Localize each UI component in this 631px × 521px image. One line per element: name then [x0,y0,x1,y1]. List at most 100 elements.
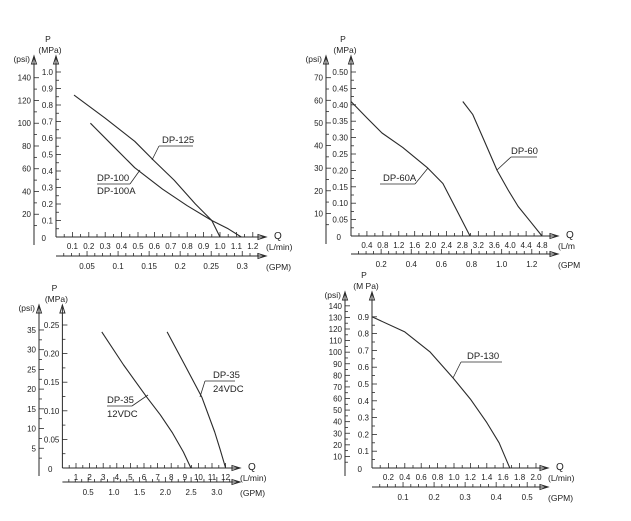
series-label: DP-125 [162,135,194,146]
mpa-tick-label: 0.5 [358,380,370,389]
mpa-tick-label: 0.05 [332,216,348,225]
lmin-tick-label: 1.2 [393,241,405,250]
lmin-tick-label: 4.8 [536,241,548,250]
lmin-tick-label: 0.6 [149,242,161,251]
mpa-tick-label: 0.15 [44,378,60,387]
series-label: DP-60 [511,146,538,157]
mpa-unit-label: (MPa) [38,45,61,55]
psi-tick-label: 120 [18,96,32,105]
mpa-unit-label: (MPa) [333,45,356,55]
lmin-tick-label: 3.2 [473,241,485,250]
mpa-tick-label: 0.7 [358,346,370,355]
lmin-tick-label: 2.4 [441,241,453,250]
lmin-unit-label: (L/min) [548,473,575,483]
gpm-tick-label: 0.6 [436,260,448,269]
psi-tick-label: 30 [333,429,342,438]
mpa-tick-label: 0.40 [332,101,348,110]
psi-tick-label: 40 [333,418,342,427]
gpm-tick-label: 2.5 [186,488,198,497]
mpa-tick-label: 0.2 [42,200,54,209]
psi-axis-arrow [30,54,38,65]
label-leader-line [414,167,429,185]
psi-tick-label: 60 [314,96,323,105]
gpm-tick-label: 0.8 [466,260,478,269]
psi-tick-label: 35 [27,326,36,335]
mpa-tick-label: 0.5 [42,151,54,160]
mpa-unit-label: (MPa) [45,294,68,304]
series-label-line2: DP-100A [97,186,136,197]
psi-tick-label: 20 [22,210,31,219]
x-axis-arrow [539,464,550,472]
label-leader-line [496,156,512,171]
lmin-tick-label: 10 [194,473,203,482]
gpm-tick-label: 1.0 [496,260,508,269]
psi-tick-label: 5 [32,444,37,453]
series-curve-dp-60 [462,101,543,237]
psi-tick-label: 90 [333,360,342,369]
series-label: DP-60A [383,173,417,184]
gpm-tick-label: 0.3 [237,262,249,271]
psi-tick-label: 10 [27,425,36,434]
lmin-tick-label: 2.0 [530,473,542,482]
x-axis-label: Q [566,230,574,241]
lmin-tick-label: 4.4 [521,241,533,250]
lmin-tick-label: 12 [221,473,230,482]
y-axis-label: P [361,270,367,280]
series-label: DP-35 [213,370,240,381]
x-axis-arrow [549,232,560,240]
lmin-tick-label: 3 [101,473,106,482]
psi-tick-label: 25 [27,365,36,374]
lmin-tick-label: 0.2 [383,473,395,482]
mpa-tick-label: 0.2 [358,430,370,439]
gpm-tick-label: 1.0 [108,488,120,497]
psi-axis-arrow [322,54,330,65]
mpa-unit-label: (M Pa) [353,281,379,291]
lmin-tick-label: 1.6 [409,241,421,250]
psi-tick-label: 100 [18,119,32,128]
lmin-tick-label: 1.0 [448,473,460,482]
psi-axis-arrow [35,303,43,314]
lmin-tick-label: 0.8 [377,241,389,250]
mpa-tick-label: 0.4 [358,397,370,406]
lmin-tick-label: 6 [142,473,147,482]
psi-tick-label: 60 [22,165,31,174]
mpa-axis-arrow [368,290,376,301]
psi-tick-label: 70 [314,74,323,83]
lmin-tick-label: 1.8 [514,473,526,482]
gpm-tick-label: 0.3 [460,493,472,502]
lmin-tick-label: 0.2 [83,242,95,251]
mpa-tick-label: 0.1 [42,217,54,226]
y-axis-label: P [52,283,58,293]
origin-label: 0 [48,465,53,474]
mpa-tick-label: 0.1 [358,447,370,456]
lmin-tick-label: 0.3 [100,242,112,251]
psi-tick-label: 110 [329,337,342,346]
psi-tick-label: 50 [333,406,342,415]
lmin-tick-label: 0.4 [399,473,411,482]
y-axis-label: P [45,34,51,44]
psi-tick-label: 120 [329,325,343,334]
lmin-tick-label: 1.1 [231,242,243,251]
series-curve-dp-125 [73,94,221,238]
lmin-tick-label: 4 [115,473,120,482]
gpm-unit-label: (GPM) [266,262,291,272]
gpm-tick-label: 0.4 [406,260,418,269]
lmin-unit-label: (L/min) [240,473,267,483]
lmin-tick-label: 0.6 [416,473,428,482]
lmin-tick-label: 8 [169,473,174,482]
gpm-tick-label: 1.5 [134,488,146,497]
lmin-unit-label: (L/min) [266,242,293,252]
series-curve-dp-60a [350,101,471,237]
psi-tick-label: 10 [314,209,323,218]
gpm-tick-label: 0.5 [522,493,534,502]
gpm-tick-label: 3.0 [211,488,223,497]
mpa-axis-arrow [52,54,60,65]
gpm-tick-label: 0.1 [397,493,409,502]
series-curve-dp-35 [101,331,192,469]
lmin-tick-label: 2.8 [457,241,469,250]
psi-tick-label: 80 [22,142,31,151]
psi-tick-label: 30 [27,346,36,355]
mpa-tick-label: 0.4 [42,167,54,176]
lmin-tick-label: 1.6 [498,473,510,482]
